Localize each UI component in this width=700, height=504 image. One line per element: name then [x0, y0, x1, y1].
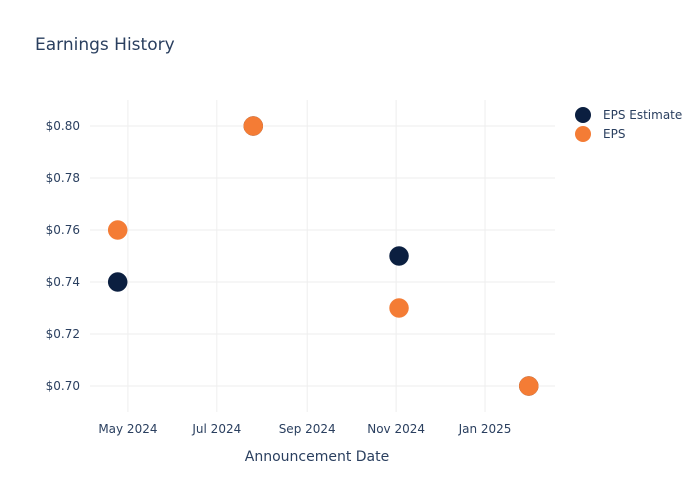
x-tick-label: Nov 2024	[367, 422, 425, 436]
eps-point[interactable]	[243, 116, 264, 136]
legend-label: EPS Estimate	[603, 108, 682, 122]
x-tick-label: Sep 2024	[279, 422, 336, 436]
eps-point[interactable]	[389, 298, 409, 318]
x-tick-label: Jan 2025	[458, 422, 512, 436]
legend-marker	[575, 107, 591, 123]
y-tick-label: $0.80	[46, 119, 80, 133]
legend-item-eps[interactable]: EPS	[575, 126, 625, 142]
y-tick-label: $0.70	[46, 379, 80, 393]
x-axis-title: Announcement Date	[245, 449, 389, 465]
legend[interactable]: EPS Estimate EPS	[575, 107, 682, 142]
y-tick-label: $0.74	[46, 275, 80, 289]
chart-title: Earnings History	[35, 35, 175, 55]
grid-layer	[90, 100, 555, 412]
eps-point[interactable]	[107, 220, 128, 240]
y-tick-label: $0.76	[46, 223, 80, 237]
legend-marker	[575, 126, 591, 142]
x-tick-label: May 2024	[98, 422, 157, 436]
legend-label: EPS	[603, 127, 625, 141]
eps-estimate-point[interactable]	[107, 272, 128, 292]
x-tick-label: Jul 2024	[191, 422, 241, 436]
legend-item-eps-estimate[interactable]: EPS Estimate	[575, 107, 682, 123]
axis-layer: May 2024 Jul 2024 Sep 2024 Nov 2024 Jan 2025…	[46, 119, 512, 436]
y-tick-label: $0.72	[46, 327, 80, 341]
eps-point[interactable]	[519, 376, 539, 396]
points-layer	[107, 116, 539, 396]
y-tick-label: $0.78	[46, 171, 80, 185]
eps-estimate-point[interactable]	[389, 246, 409, 266]
